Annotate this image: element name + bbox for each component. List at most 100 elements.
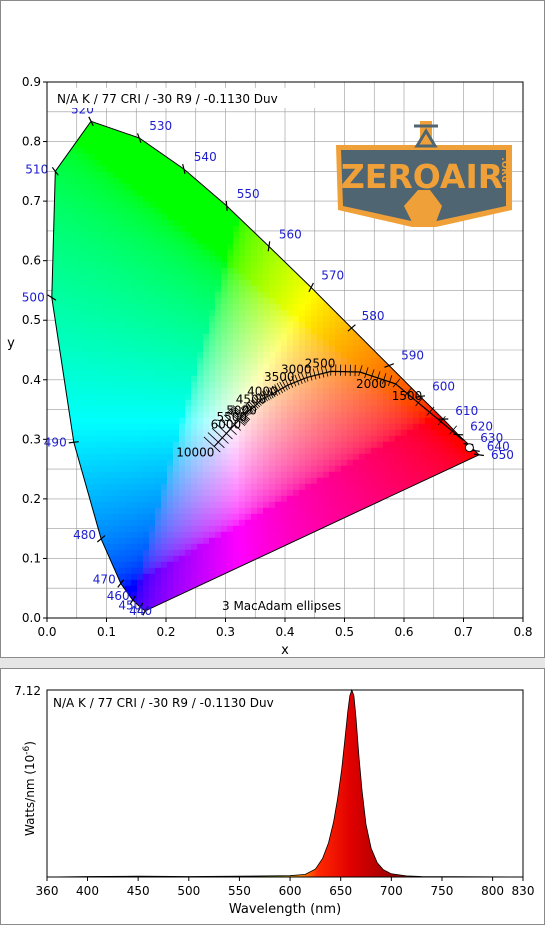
isotherm-tick: [269, 387, 276, 398]
isotherm-tick: [228, 409, 247, 425]
isotherm-tick: [320, 366, 325, 378]
wavelength-label-460: 460: [107, 589, 130, 603]
wavelength-tick: [88, 116, 94, 127]
isotherm-tick: [245, 403, 253, 414]
isotherm-tick: [370, 369, 375, 381]
cie-x-tick-label: 0.6: [394, 625, 413, 639]
isotherm-tick: [230, 407, 249, 423]
isotherm-tick: [382, 373, 387, 385]
cct-label-4000: 4000: [247, 385, 278, 399]
spd-x-tick-label: 750: [431, 884, 454, 898]
isotherm-tick: [324, 365, 329, 377]
spd-x-tick-label: 360: [36, 884, 59, 898]
spd-x-tick-label: 450: [127, 884, 150, 898]
wavelength-tick: [415, 395, 426, 398]
wavelength-tick: [117, 579, 125, 588]
cct-label-3000: 3000: [281, 362, 312, 376]
cie-y-tick-label: 0.3: [22, 432, 41, 446]
wavelength-label-600: 600: [432, 380, 455, 394]
wavelength-label-500: 500: [22, 291, 45, 305]
wavelength-label-580: 580: [362, 309, 385, 323]
cie-x-tick-label: 0.3: [216, 625, 235, 639]
cie-y-tick-label: 0.2: [22, 492, 41, 506]
wavelength-tick: [96, 535, 106, 543]
wavelength-tick: [267, 241, 271, 252]
isotherm-tick: [415, 397, 424, 407]
isotherm-tick: [265, 389, 272, 400]
isotherm-tick: [227, 410, 246, 427]
isotherm-tick: [281, 380, 288, 391]
wavelength-tick: [51, 166, 59, 176]
cie-x-tick-label: 0.2: [156, 625, 175, 639]
isotherm-tick: [231, 406, 250, 422]
cct-label-3500: 3500: [264, 370, 295, 384]
cie-y-tick-label: 0.0: [22, 611, 41, 625]
isotherm-tick: [288, 377, 294, 388]
wavelength-label-570: 570: [321, 269, 344, 283]
spd-y-axis-label: Watts/nm (10-6): [22, 741, 37, 836]
isotherm-tick: [244, 404, 251, 415]
isotherm-tick: [248, 401, 257, 411]
wavelength-label-640: 640: [487, 440, 510, 454]
cie-x-tick-label: 0.5: [335, 625, 354, 639]
spd-curve: [46, 688, 524, 878]
spd-header-text: N/A K / 77 CRI / -30 R9 / -0.1130 Duv: [53, 696, 274, 710]
cie-x-tick-label: 0.7: [454, 625, 473, 639]
isotherm-tick: [267, 388, 274, 399]
isotherm-tick: [232, 405, 251, 421]
panel-separator: [0, 658, 545, 668]
isotherm-tick: [271, 385, 278, 396]
wavelength-tick: [308, 282, 314, 293]
spd-x-tick-label: 400: [76, 884, 99, 898]
spd-x-tick-label: 650: [329, 884, 352, 898]
wavelength-label-650: 650: [491, 448, 514, 462]
zeroair-logo: ZEROAIR .ORG: [336, 121, 512, 227]
wavelength-label-560: 560: [279, 227, 302, 241]
cct-label-6000: 6000: [211, 417, 242, 431]
cie-y-tick-label: 0.7: [22, 194, 41, 208]
isotherm-tick: [308, 369, 313, 381]
isotherm-tick: [240, 406, 248, 417]
isotherm-tick: [426, 406, 435, 416]
isotherm-tick: [449, 425, 458, 435]
isotherm-tick: [219, 419, 237, 435]
isotherm-tick: [316, 367, 321, 379]
wavelength-label-480: 480: [73, 528, 96, 542]
wavelength-tick: [453, 433, 464, 436]
wavelength-label-530: 530: [149, 119, 172, 133]
cct-label-5500: 5500: [217, 410, 248, 424]
logo-wordmark: ZEROAIR: [341, 157, 503, 196]
cie-x-tick-label: 0.1: [97, 625, 116, 639]
wavelength-tick: [137, 602, 144, 612]
isotherm-tick: [251, 398, 261, 408]
wavelength-label-510: 510: [25, 162, 48, 176]
cie-y-tick-label: 0.8: [22, 135, 41, 149]
isotherm-tick: [291, 375, 297, 387]
cie-x-axis-label: x: [281, 643, 289, 658]
wavelength-tick: [225, 200, 228, 211]
isotherm-tick: [388, 375, 393, 387]
spd-x-tick-label: 550: [228, 884, 251, 898]
cie-y-axis-label: y: [7, 336, 15, 351]
isotherm-tick: [312, 368, 317, 380]
isotherm-tick: [207, 432, 225, 449]
cie-y-tick-label: 0.9: [22, 75, 41, 89]
wavelength-tick: [136, 133, 142, 143]
isotherm-tick: [215, 423, 233, 440]
isotherm-tick: [224, 414, 241, 431]
spd-panel-frame: [0, 668, 545, 925]
wavelength-label-440: 440: [129, 604, 152, 618]
isotherm-tick: [246, 402, 254, 413]
wavelength-tick: [473, 453, 484, 457]
spd-x-tick-label: 700: [380, 884, 403, 898]
cct-label-2000: 2000: [356, 377, 387, 391]
measured-point: [464, 443, 474, 453]
wavelength-label-470: 470: [93, 573, 116, 587]
isotherm-tick: [403, 387, 412, 397]
isotherm-tick: [247, 403, 256, 412]
wavelength-tick: [68, 441, 79, 444]
wavelength-tick: [142, 606, 149, 616]
wavelength-label-590: 590: [401, 349, 424, 363]
